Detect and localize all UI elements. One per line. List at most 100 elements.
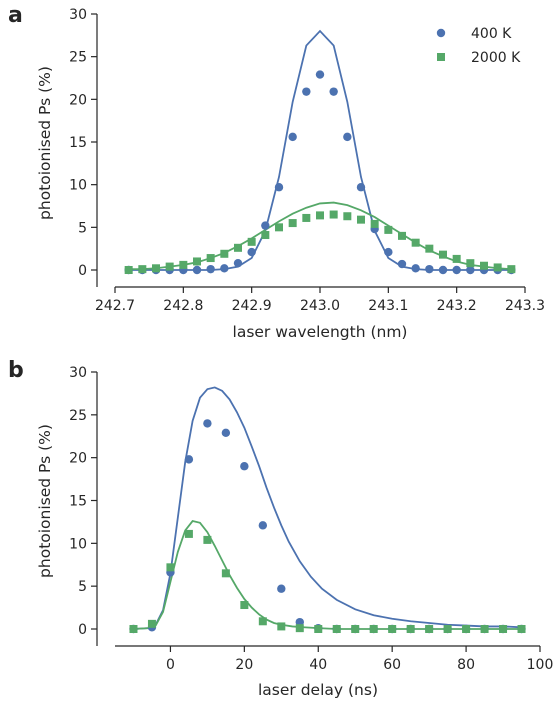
data-point-series-0: [206, 264, 215, 274]
data-point-series-0: [233, 258, 243, 268]
data-point-series-1: [203, 535, 212, 544]
panel-a-legend: 400 K 2000 K: [436, 26, 521, 66]
panel-a-x-ticks: 242.7 242.8 242.9 243.0 243.1 243.2 243.3: [95, 287, 545, 314]
data-point-series-1: [480, 625, 489, 633]
data-point-series-1: [517, 625, 526, 633]
x-tick-label: 243.1: [368, 298, 408, 314]
data-point-series-0: [452, 265, 461, 275]
legend-marker-2000k: [437, 53, 445, 61]
data-point-series-1: [240, 601, 249, 610]
y-tick-label: 25: [69, 50, 87, 66]
data-point-series-0: [411, 264, 420, 273]
x-tick-label: 0: [166, 657, 175, 673]
data-point-series-1: [316, 211, 324, 220]
data-point-series-1: [165, 262, 174, 271]
data-point-series-1: [411, 238, 420, 247]
x-tick-label: 242.8: [163, 298, 203, 314]
data-point-series-0: [315, 70, 325, 79]
data-point-series-0: [192, 265, 202, 275]
data-point-series-1: [480, 261, 488, 270]
data-point-series-1: [221, 569, 230, 578]
data-point-series-0: [274, 183, 284, 192]
panel-b-y-axis-label: photoionised Ps (%): [36, 424, 54, 578]
data-point-series-1: [234, 243, 242, 252]
x-tick-label: 242.7: [95, 298, 135, 314]
y-tick-label: 30: [69, 7, 87, 23]
data-point-series-0: [221, 428, 231, 438]
data-point-series-0: [384, 247, 393, 257]
panel-b-x-axis-label: laser delay (ns): [258, 681, 378, 699]
y-tick-label: 20: [69, 92, 87, 108]
data-point-series-0: [329, 87, 338, 96]
data-point-series-0: [466, 265, 475, 275]
y-tick-label: 15: [69, 135, 87, 151]
y-tick-label: 10: [69, 178, 87, 194]
panel-a: a 0 5 10 15 20 25 30 242.7 242.8 242.9 243.0 243.1…: [8, 3, 545, 341]
data-point-series-1: [206, 254, 215, 263]
data-point-series-0: [425, 264, 434, 274]
data-point-series-1: [138, 265, 147, 274]
data-point-series-1: [370, 219, 379, 228]
panel-b-data-points: [129, 419, 526, 634]
data-point-series-1: [302, 213, 311, 222]
data-point-series-1: [329, 210, 338, 219]
data-point-series-0: [277, 584, 286, 593]
data-point-series-1: [343, 212, 352, 221]
y-tick-label: 20: [69, 451, 87, 467]
data-point-series-1: [398, 231, 406, 240]
data-point-series-0: [438, 265, 448, 275]
y-tick-label: 30: [69, 365, 87, 381]
data-point-series-0: [220, 264, 229, 273]
x-tick-label: 243.0: [300, 298, 340, 314]
fit-curve-series-1: [128, 201, 512, 271]
data-point-series-1: [443, 625, 452, 633]
data-point-series-1: [493, 263, 502, 272]
y-tick-label: 0: [78, 622, 87, 638]
data-point-series-0: [240, 462, 249, 471]
data-point-series-0: [288, 132, 297, 142]
panel-a-fit-curves: [128, 29, 512, 271]
data-point-series-1: [179, 260, 188, 269]
data-point-series-1: [314, 625, 323, 633]
panel-a-y-ticks: 0 5 10 15 20 25 30: [69, 7, 97, 279]
fit-curve-series-1: [133, 520, 522, 630]
panel-a-data-points: [124, 70, 516, 275]
fit-curve-series-0: [128, 29, 512, 271]
data-point-series-1: [275, 223, 283, 232]
x-tick-label: 243.2: [437, 298, 477, 314]
data-point-series-0: [343, 132, 352, 142]
x-tick-label: 243.3: [505, 298, 545, 314]
data-point-series-1: [277, 622, 286, 631]
data-point-series-1: [499, 625, 508, 633]
y-tick-label: 10: [69, 536, 87, 552]
data-point-series-1: [258, 617, 267, 626]
data-point-series-1: [184, 529, 193, 538]
data-point-series-1: [425, 625, 434, 633]
data-point-series-0: [247, 247, 256, 257]
data-point-series-0: [261, 221, 270, 230]
data-point-series-1: [439, 250, 447, 259]
x-tick-label: 20: [235, 657, 253, 673]
data-point-series-1: [124, 266, 133, 274]
y-tick-label: 0: [78, 263, 87, 279]
data-point-series-1: [332, 625, 341, 633]
fit-curve-series-0: [133, 386, 522, 630]
data-point-series-1: [166, 563, 175, 572]
y-tick-label: 5: [78, 220, 87, 236]
data-point-series-1: [462, 625, 471, 633]
data-point-series-0: [356, 183, 366, 192]
data-point-series-0: [397, 259, 407, 269]
data-point-series-1: [147, 619, 156, 628]
panel-b-fit-curves: [133, 386, 522, 630]
legend-label-2000k: 2000 K: [471, 50, 521, 66]
legend-label-400k: 400 K: [471, 26, 512, 42]
panel-b-letter: b: [8, 358, 24, 383]
data-point-series-0: [203, 419, 212, 428]
y-tick-label: 25: [69, 408, 87, 424]
data-point-series-1: [466, 259, 475, 268]
data-point-series-1: [247, 237, 256, 246]
data-point-series-1: [220, 249, 229, 258]
data-point-series-1: [507, 265, 516, 274]
data-point-series-1: [261, 231, 270, 240]
